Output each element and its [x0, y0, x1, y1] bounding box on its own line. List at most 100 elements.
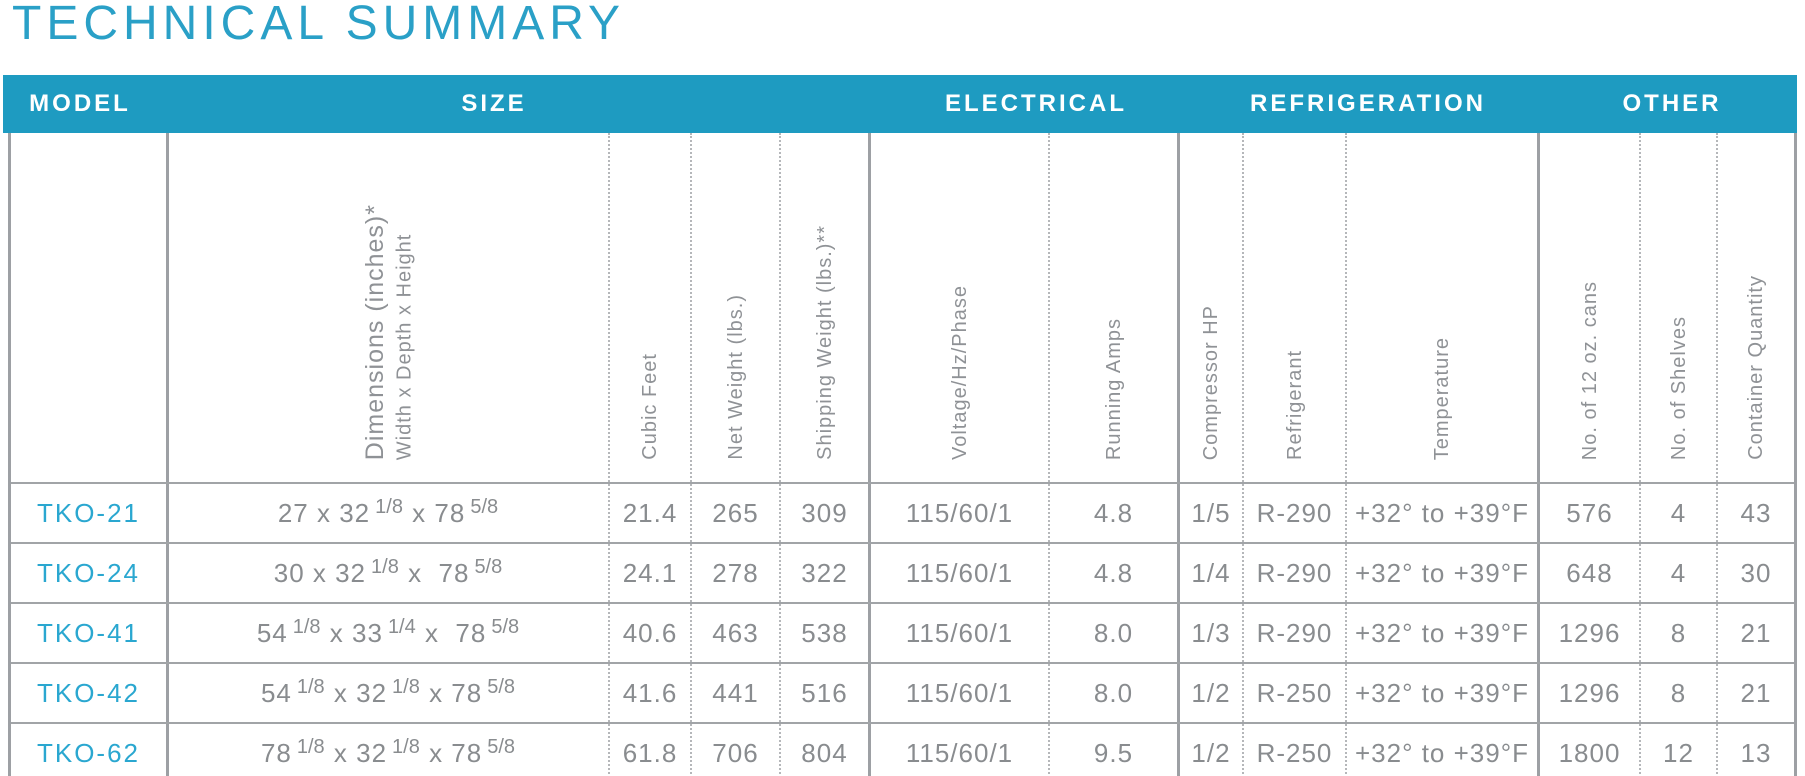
cell-running_amps: 9.5	[1048, 724, 1177, 776]
cell-shelves: 4	[1639, 544, 1716, 602]
cell-refrigerant: R-290	[1242, 604, 1345, 662]
value-net_weight: 278	[712, 557, 759, 588]
cell-voltage_hz_phase: 115/60/1	[868, 484, 1048, 542]
cell-container_quantity: 21	[1716, 664, 1794, 722]
cell-container_quantity: 43	[1716, 484, 1794, 542]
cell-refrigerant: R-250	[1242, 724, 1345, 776]
cell-shelves: 12	[1639, 724, 1716, 776]
cell-cubic_feet: 21.4	[608, 484, 690, 542]
cell-cubic_feet: 40.6	[608, 604, 690, 662]
cell-shipping_weight: 309	[779, 484, 868, 542]
value-container_quantity: 30	[1740, 557, 1772, 588]
model-name: TKO-41	[36, 617, 141, 648]
dimension-fraction: 1/8	[296, 675, 325, 698]
value-shelves: 4	[1670, 557, 1687, 588]
value-shelves: 8	[1670, 617, 1687, 648]
cell-cubic_feet: 24.1	[608, 544, 690, 602]
dimension-fraction: 5/8	[487, 735, 516, 758]
dimension-fraction: 5/8	[491, 615, 520, 638]
model-name: TKO-42	[36, 677, 141, 708]
cell-net_weight: 706	[690, 724, 779, 776]
dimension-fraction: 5/8	[487, 675, 516, 698]
value-dimensions: 54 1/8 x 32 1/8 x 78 5/8	[260, 675, 516, 708]
value-voltage_hz_phase: 115/60/1	[905, 497, 1014, 528]
cell-shipping_weight: 322	[779, 544, 868, 602]
value-compressor_hp: 1/4	[1191, 557, 1231, 588]
group-header-size: SIZE	[461, 90, 527, 117]
cell-shipping_weight: 804	[779, 724, 868, 776]
value-compressor_hp: 1/3	[1191, 617, 1231, 648]
cell-cans_12oz: 1296	[1537, 664, 1639, 722]
value-cans_12oz: 648	[1566, 557, 1613, 588]
cell-compressor_hp: 1/2	[1177, 724, 1242, 776]
cell-shelves: 4	[1639, 484, 1716, 542]
column-header-cans_12oz: No. of 12 oz. cans	[1578, 280, 1601, 460]
cell-model: TKO-24	[11, 544, 166, 602]
dimension-fraction: 1/8	[392, 735, 420, 758]
value-container_quantity: 43	[1740, 497, 1772, 528]
value-running_amps: 9.5	[1093, 737, 1134, 768]
cell-temperature: +32° to +39°F	[1345, 724, 1537, 776]
cell-running_amps: 8.0	[1048, 664, 1177, 722]
column-header-dimensions: Dimensions (inches)* Width x Depth x Heig…	[361, 203, 416, 460]
cell-model: TKO-21	[11, 484, 166, 542]
cell-net_weight: 265	[690, 484, 779, 542]
value-cubic_feet: 61.8	[622, 737, 678, 768]
cell-temperature: +32° to +39°F	[1345, 544, 1537, 602]
value-shelves: 4	[1670, 497, 1687, 528]
column-header-shipping_weight: Shipping Weight (lbs.)**	[813, 225, 836, 460]
cell-compressor_hp: 1/5	[1177, 484, 1242, 542]
value-shelves: 12	[1663, 737, 1694, 768]
cell-shelves: 8	[1639, 664, 1716, 722]
dimension-fraction: 1/8	[371, 555, 399, 578]
group-header-refrigeration: REFRIGERATION	[1250, 90, 1486, 117]
value-running_amps: 8.0	[1093, 617, 1134, 648]
header-cell-voltage_hz_phase: Voltage/Hz/Phase	[868, 133, 1048, 482]
column-header-refrigerant: Refrigerant	[1283, 350, 1306, 460]
value-net_weight: 441	[712, 677, 759, 708]
header-cell-dimensions: Dimensions (inches)* Width x Depth x Heig…	[166, 133, 608, 482]
header-cell-temperature: Temperature	[1345, 133, 1537, 482]
value-dimensions: 54 1/8 x 33 1/4 x 78 5/8	[256, 615, 520, 648]
cell-temperature: +32° to +39°F	[1345, 604, 1537, 662]
group-header-model: MODEL	[29, 90, 131, 117]
cell-cans_12oz: 648	[1537, 544, 1639, 602]
table-header-row: Dimensions (inches)* Width x Depth x Heig…	[11, 133, 1794, 482]
cell-dimensions: 30 x 32 1/8 x 78 5/8	[166, 544, 608, 602]
cell-container_quantity: 21	[1716, 604, 1794, 662]
table-body: TKO-21 27 x 32 1/8 x 78 5/8 21.4 265 309 115/60…	[11, 482, 1794, 776]
cell-voltage_hz_phase: 115/60/1	[868, 604, 1048, 662]
value-net_weight: 265	[712, 497, 759, 528]
value-running_amps: 4.8	[1093, 557, 1134, 588]
table-row: TKO-62 78 1/8 x 32 1/8 x 78 5/8 61.8 706 804 115…	[11, 722, 1794, 776]
dimension-fraction: 5/8	[470, 495, 499, 518]
column-header-cubic_feet: Cubic Feet	[639, 353, 661, 460]
dimension-fraction: 1/8	[392, 675, 420, 698]
cell-shelves: 8	[1639, 604, 1716, 662]
value-running_amps: 4.8	[1093, 497, 1134, 528]
cell-refrigerant: R-290	[1242, 484, 1345, 542]
cell-cans_12oz: 1800	[1537, 724, 1639, 776]
dimension-fraction: 1/8	[375, 495, 403, 518]
cell-voltage_hz_phase: 115/60/1	[868, 544, 1048, 602]
cell-net_weight: 441	[690, 664, 779, 722]
value-voltage_hz_phase: 115/60/1	[905, 737, 1014, 768]
header-cell-container_quantity: Container Quantity	[1716, 133, 1794, 482]
value-shipping_weight: 538	[801, 617, 848, 648]
value-refrigerant: R-250	[1256, 737, 1333, 768]
header-cell-shipping_weight: Shipping Weight (lbs.)**	[779, 133, 868, 482]
cell-temperature: +32° to +39°F	[1345, 664, 1537, 722]
value-cans_12oz: 576	[1566, 497, 1613, 528]
group-header-electrical: ELECTRICAL	[945, 90, 1127, 117]
column-header-net_weight: Net Weight (lbs.)	[724, 294, 747, 460]
table-row: TKO-42 54 1/8 x 32 1/8 x 78 5/8 41.6 441 516 115…	[11, 662, 1794, 722]
column-header-shelves: No. of Shelves	[1667, 315, 1690, 460]
cell-compressor_hp: 1/2	[1177, 664, 1242, 722]
header-cell-cans_12oz: No. of 12 oz. cans	[1537, 133, 1639, 482]
header-cell-cubic_feet: Cubic Feet	[608, 133, 690, 482]
value-refrigerant: R-250	[1256, 677, 1333, 708]
value-temperature: +32° to +39°F	[1354, 677, 1529, 708]
header-cell-model	[11, 133, 166, 482]
value-shelves: 8	[1670, 677, 1687, 708]
cell-shipping_weight: 538	[779, 604, 868, 662]
